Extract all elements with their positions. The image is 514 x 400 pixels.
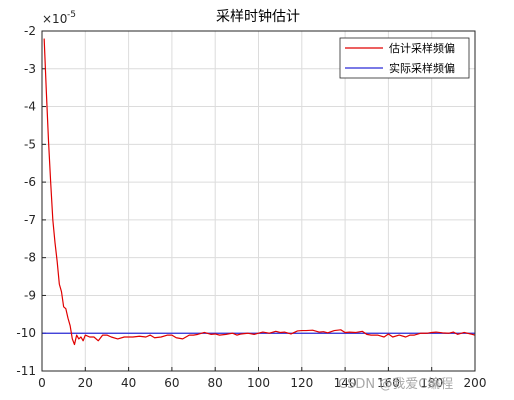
series-line-estimated <box>43 38 476 346</box>
x-tick-label: 80 <box>208 376 223 390</box>
legend-label-estimated: 估计采样频偏 <box>389 41 455 55</box>
y-tick-label: -9 <box>24 288 36 302</box>
y-exponent-base: ×10 <box>42 12 67 26</box>
grid <box>41 30 476 372</box>
chart-title: 采样时钟估计 <box>216 8 300 25</box>
x-tick-label: 20 <box>78 376 93 390</box>
x-tick-label: 100 <box>247 376 270 390</box>
y-tick-label: -4 <box>24 100 36 114</box>
legend-box <box>339 37 470 79</box>
y-tick-label: -11 <box>16 364 36 378</box>
x-tick-label: 180 <box>420 376 443 390</box>
series-lines <box>42 38 476 346</box>
y-tick-label: -2 <box>24 24 36 38</box>
x-tick-label: 120 <box>290 376 313 390</box>
y-exponent-power: -5 <box>67 10 76 20</box>
x-axis-ticks: 0 20 40 60 80 100 120 140 160 180 200 <box>38 367 486 390</box>
watermark: CSDN @我爱C编程 <box>338 377 453 392</box>
y-exponent: ×10 -5 <box>42 10 76 26</box>
plot-area-frame <box>41 30 476 372</box>
y-tick-label: -8 <box>24 251 36 265</box>
legend: 估计采样频偏 实际采样频偏 <box>339 37 470 79</box>
x-tick-label: 200 <box>464 376 487 390</box>
x-tick-label: 140 <box>334 376 357 390</box>
x-tick-label: 160 <box>377 376 400 390</box>
y-tick-label: -5 <box>24 137 36 151</box>
y-tick-label: -7 <box>24 213 36 227</box>
y-tick-label: -3 <box>24 62 36 76</box>
legend-label-actual: 实际采样频偏 <box>389 61 455 75</box>
x-tick-label: 0 <box>38 376 46 390</box>
y-tick-label: -10 <box>16 326 36 340</box>
x-tick-label: 40 <box>121 376 136 390</box>
x-tick-label: 60 <box>164 376 179 390</box>
y-tick-label: -6 <box>24 175 36 189</box>
y-axis-ticks: -2 -3 -4 -5 -6 -7 -8 -9 -10 -11 <box>16 24 46 378</box>
